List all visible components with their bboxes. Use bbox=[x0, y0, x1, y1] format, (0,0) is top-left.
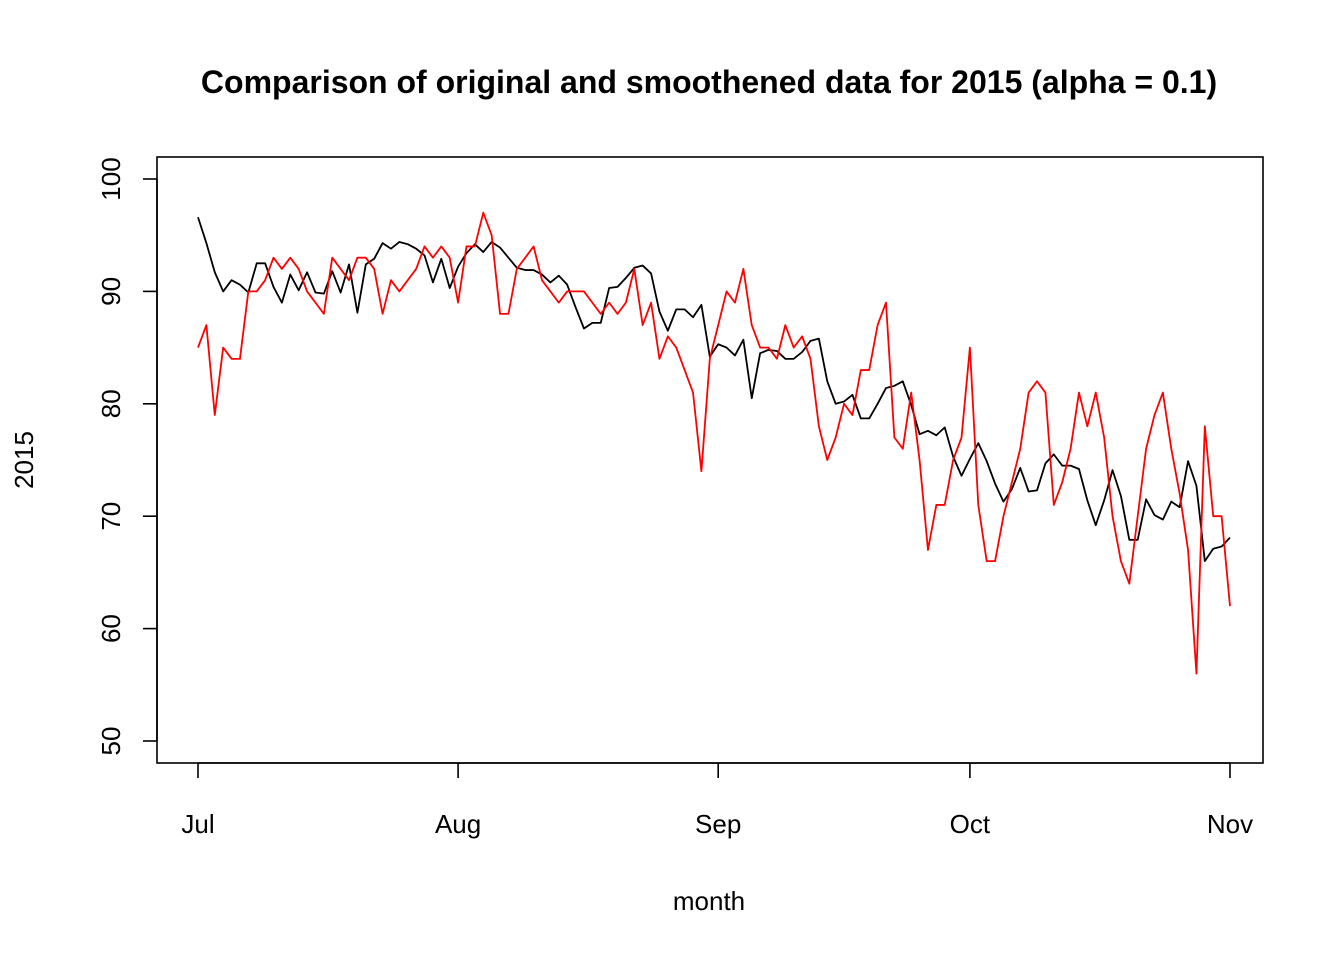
x-tick-label: Jul bbox=[181, 809, 214, 839]
x-axis-label: month bbox=[673, 886, 745, 916]
chart-title: Comparison of original and smoothened da… bbox=[201, 64, 1217, 100]
y-tick-label: 80 bbox=[96, 389, 126, 418]
x-tick-label: Oct bbox=[950, 809, 991, 839]
series-line-black bbox=[197, 216, 1231, 563]
y-tick-label: 70 bbox=[96, 502, 126, 531]
x-tick-label: Aug bbox=[435, 809, 481, 839]
y-axis-label: 2015 bbox=[9, 431, 39, 489]
y-tick-label: 50 bbox=[96, 727, 126, 756]
x-tick-label: Sep bbox=[695, 809, 741, 839]
y-tick-label: 90 bbox=[96, 277, 126, 306]
y-axis: 50 60 70 80 90 100 bbox=[96, 157, 158, 756]
x-axis: Jul Aug Sep Oct Nov bbox=[181, 762, 1253, 839]
x-tick-label: Nov bbox=[1207, 809, 1253, 839]
plot-frame bbox=[156, 156, 1264, 764]
y-tick-label: 60 bbox=[96, 614, 126, 643]
series-line-red bbox=[197, 211, 1231, 675]
y-tick-label: 100 bbox=[96, 157, 126, 200]
series-group bbox=[197, 211, 1231, 675]
